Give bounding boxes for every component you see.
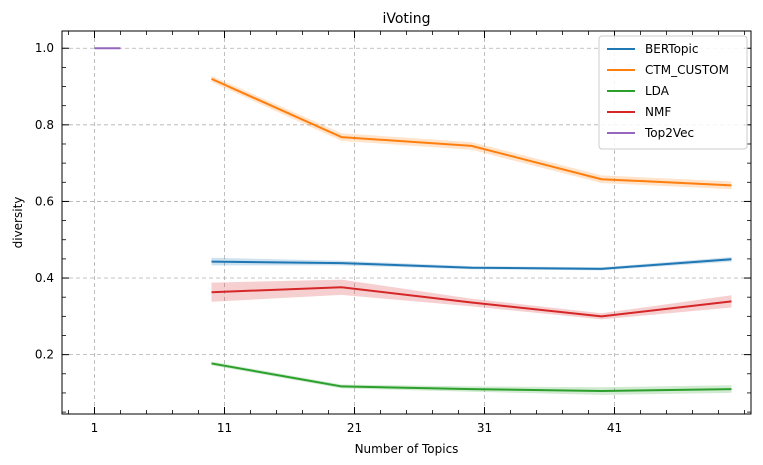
x-tick-label: 21 bbox=[347, 421, 362, 435]
legend-label-nmf: NMF bbox=[645, 105, 671, 119]
x-tick-label: 1 bbox=[91, 421, 99, 435]
y-tick-label: 0.4 bbox=[35, 271, 54, 285]
y-tick-label: 0.6 bbox=[35, 194, 54, 208]
x-axis-label: Number of Topics bbox=[355, 442, 459, 456]
line-nmf bbox=[211, 286, 732, 318]
legend-label-bertopic: BERTopic bbox=[645, 42, 698, 56]
x-tick-label: 11 bbox=[217, 421, 232, 435]
x-tick-label: 41 bbox=[607, 421, 622, 435]
line-bertopic bbox=[211, 258, 732, 270]
x-tick-labels: 1 11 21 31 41 bbox=[91, 421, 622, 435]
axis-ticks bbox=[62, 31, 751, 414]
y-tick-label: 1.0 bbox=[35, 41, 54, 55]
y-tick-label: 0.2 bbox=[35, 348, 54, 362]
y-tick-labels: 0.2 0.4 0.6 0.8 1.0 bbox=[35, 41, 54, 361]
legend: BERTopic CTM_CUSTOM LDA NMF Top2Vec bbox=[598, 35, 748, 150]
grid bbox=[62, 31, 751, 414]
line-lda bbox=[211, 362, 732, 393]
x-tick-label: 31 bbox=[477, 421, 492, 435]
legend-label-ctm-custom: CTM_CUSTOM bbox=[645, 63, 729, 77]
legend-box bbox=[598, 35, 748, 150]
y-tick-label: 0.8 bbox=[35, 118, 54, 132]
chart-title: iVoting bbox=[382, 11, 430, 27]
y-axis-label: diversity bbox=[11, 197, 25, 249]
legend-label-lda: LDA bbox=[645, 84, 670, 98]
series-lines bbox=[94, 47, 732, 393]
band-nmf bbox=[211, 279, 732, 320]
legend-label-top2vec: Top2Vec bbox=[644, 126, 694, 140]
line-ctm-custom bbox=[211, 77, 732, 187]
